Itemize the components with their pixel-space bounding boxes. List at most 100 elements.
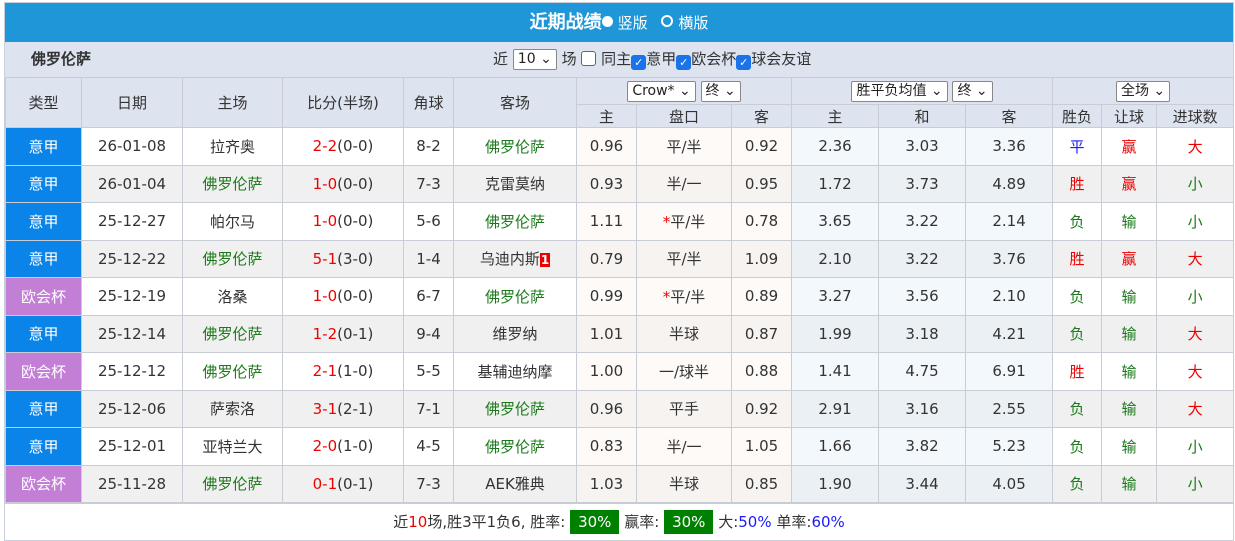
table-row[interactable]: 意甲 25-12-01 亚特兰大 2-0(1-0) 4-5 佛罗伦萨 0.83 半/一 1.05… [5, 427, 1235, 466]
asian-away-odds: 0.88 [730, 352, 793, 391]
col-asian-away: 客 [730, 104, 793, 128]
eu-away-odds: 3.76 [965, 239, 1054, 278]
same-home-checkbox[interactable] [581, 51, 597, 66]
col-date: 日期 [81, 77, 183, 128]
radio-vertical[interactable] [601, 16, 613, 27]
win-loss-result: 胜 [1052, 164, 1103, 203]
league-badge[interactable]: 意甲 [5, 314, 82, 353]
col-home: 主场 [182, 77, 283, 128]
league-badge[interactable]: 意甲 [5, 127, 82, 166]
table-row[interactable]: 意甲 26-01-08 拉齐奥 2-2(0-0) 8-2 佛罗伦萨 0.96 平/半 0.92 2… [5, 127, 1235, 166]
home-team-cell: 佛罗伦萨 [182, 314, 283, 353]
league-badge[interactable]: 意甲 [5, 389, 82, 428]
seriea-checkbox[interactable]: ✓ [631, 55, 647, 70]
asian-home-odds: 1.00 [576, 352, 637, 391]
asian-phase-select[interactable]: 终 ⌄ [700, 80, 741, 102]
eu-draw-odds: 3.22 [878, 202, 967, 241]
home-team-cell: 佛罗伦萨 [182, 464, 283, 503]
summary-text: 赢率: [624, 513, 660, 531]
eu-phase-select[interactable]: 终 ⌄ [952, 80, 993, 102]
eu-home-odds: 1.99 [791, 314, 880, 353]
eu-home-odds: 2.91 [791, 389, 880, 428]
col-asian-home: 主 [576, 104, 637, 128]
handicap-result: 输 [1101, 389, 1158, 428]
corners-cell: 7-3 [403, 164, 454, 203]
company-select[interactable]: Crow* ⌄ [627, 80, 696, 102]
red-card-icon: 1 [539, 253, 551, 268]
odd-rate: 60% [811, 513, 845, 531]
friendly-checkbox[interactable]: ✓ [736, 55, 752, 70]
table-row[interactable]: 意甲 25-12-22 佛罗伦萨 5-1(3-0) 1-4 乌迪内斯1 0.79 平/半 1.0… [5, 239, 1235, 278]
over-rate: 50% [738, 513, 772, 531]
summary-text: 场,胜3平1负6, 胜率: [427, 513, 566, 531]
handicap-result: 赢 [1101, 127, 1158, 166]
away-team-cell: 佛罗伦萨 [453, 277, 577, 316]
asian-home-odds: 1.03 [576, 464, 637, 503]
col-handicap: 让球 [1101, 104, 1158, 128]
table-row[interactable]: 意甲 25-12-06 萨索洛 3-1(2-1) 7-1 佛罗伦萨 0.96 平手 0.92 2.… [5, 389, 1235, 428]
eu-odds-select[interactable]: 胜平负均值 ⌄ [851, 80, 948, 102]
win-loss-result: 胜 [1052, 352, 1103, 391]
eu-away-odds: 4.89 [965, 164, 1054, 203]
view-vertical-label[interactable]: 竖版 [617, 14, 648, 32]
goals-result: 大 [1156, 127, 1235, 166]
col-goals: 进球数 [1156, 104, 1235, 128]
score-cell: 1-0(0-0) [282, 202, 404, 241]
date-cell: 25-12-01 [81, 427, 183, 466]
col-wl: 胜负 [1052, 104, 1103, 128]
corners-cell: 7-3 [403, 464, 454, 503]
panel-header: 近期战绩 竖版 横版 [5, 3, 1233, 42]
asian-away-odds: 1.09 [730, 239, 793, 278]
same-home-label: 同主 [601, 50, 632, 68]
table-row[interactable]: 意甲 25-12-14 佛罗伦萨 1-2(0-1) 9-4 维罗纳 1.01 半球 0.87 1.… [5, 314, 1235, 353]
match-table: 类型 日期 主场 比分(半场) 角球 客场 Crow* ⌄ 终 ⌄ 胜平负均值 … [5, 77, 1235, 503]
scope-select[interactable]: 全场 ⌄ [1115, 80, 1171, 102]
eu-draw-odds: 4.75 [878, 352, 967, 391]
asian-home-odds: 0.96 [576, 127, 637, 166]
league-badge[interactable]: 欧会杯 [5, 352, 82, 391]
friendly-label: 球会友谊 [751, 50, 812, 68]
asian-line: *平/半 [636, 277, 732, 316]
eu-away-odds: 4.05 [965, 464, 1054, 503]
date-cell: 25-12-27 [81, 202, 183, 241]
asian-home-odds: 1.01 [576, 314, 637, 353]
table-row[interactable]: 欧会杯 25-12-12 佛罗伦萨 2-1(1-0) 5-5 基辅迪纳摩 1.00 一/球半 0… [5, 352, 1235, 391]
league-badge[interactable]: 意甲 [5, 202, 82, 241]
away-team-cell: 佛罗伦萨 [453, 427, 577, 466]
panel-title: 近期战绩 [529, 12, 602, 33]
radio-horizontal[interactable] [661, 15, 674, 27]
summary-text: 近 [393, 513, 409, 531]
filter-bar: 佛罗伦萨 近 10 ⌄ 场 同主 ✓ 意甲 ✓ 欧会杯 ✓ 球会友谊 [5, 42, 1233, 77]
unit-label: 场 [561, 50, 577, 68]
eu-draw-odds: 3.22 [878, 239, 967, 278]
away-team-cell: 佛罗伦萨 [453, 127, 577, 166]
uecl-checkbox[interactable]: ✓ [676, 55, 692, 70]
score-cell: 2-1(1-0) [282, 352, 404, 391]
league-badge[interactable]: 意甲 [5, 427, 82, 466]
asian-home-odds: 1.11 [576, 202, 637, 241]
col-away: 客场 [453, 77, 577, 128]
eu-home-odds: 2.10 [791, 239, 880, 278]
table-row[interactable]: 欧会杯 25-11-28 佛罗伦萨 0-1(0-1) 7-3 AEK雅典 1.03 半球 0.8… [5, 464, 1235, 503]
asian-line: 一/球半 [636, 352, 732, 391]
date-cell: 26-01-08 [81, 127, 183, 166]
win-loss-result: 负 [1052, 427, 1103, 466]
league-badge[interactable]: 意甲 [5, 239, 82, 278]
eu-away-odds: 5.23 [965, 427, 1054, 466]
recent-count-select[interactable]: 10 ⌄ [512, 49, 557, 70]
table-row[interactable]: 意甲 26-01-04 佛罗伦萨 1-0(0-0) 7-3 克雷莫纳 0.93 半/一 0.95… [5, 164, 1235, 203]
score-cell: 5-1(3-0) [282, 239, 404, 278]
league-badge[interactable]: 欧会杯 [5, 464, 82, 503]
league-badge[interactable]: 欧会杯 [5, 277, 82, 316]
summary-count: 10 [408, 513, 428, 531]
corners-cell: 5-6 [403, 202, 454, 241]
eu-draw-odds: 3.16 [878, 389, 967, 428]
view-horizontal-label[interactable]: 横版 [678, 14, 709, 32]
league-badge[interactable]: 意甲 [5, 164, 82, 203]
corners-cell: 1-4 [403, 239, 454, 278]
summary-bar: 近10场,胜3平1负6, 胜率: 30% 赢率: 30% 大:50% 单率:60… [5, 503, 1233, 540]
table-row[interactable]: 欧会杯 25-12-19 洛桑 1-0(0-0) 6-7 佛罗伦萨 0.99 *平/半 0.89… [5, 277, 1235, 316]
table-row[interactable]: 意甲 25-12-27 帕尔马 1-0(0-0) 5-6 佛罗伦萨 1.11 *平/半 0.78… [5, 202, 1235, 241]
score-cell: 2-0(1-0) [282, 427, 404, 466]
recent-label: 近 [493, 50, 509, 68]
